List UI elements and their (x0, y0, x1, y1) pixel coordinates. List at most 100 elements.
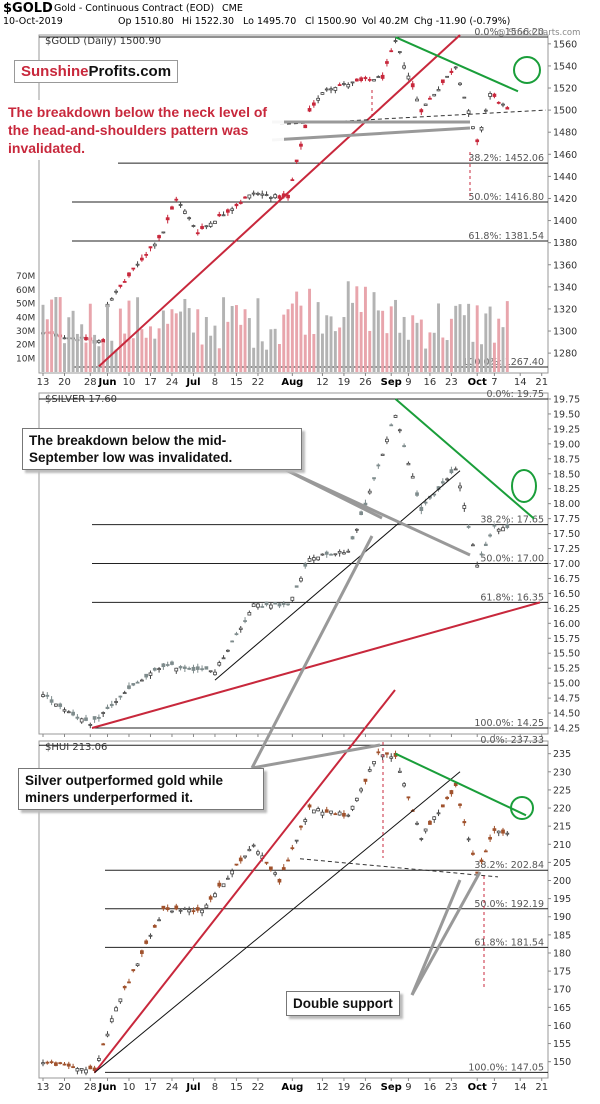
hui-candle (79, 1068, 84, 1071)
gold-candle (213, 220, 217, 224)
gold-volume-bar (282, 314, 286, 372)
gold-candle (428, 97, 432, 100)
gold-candle (187, 217, 192, 220)
gold-candle (157, 235, 161, 239)
silver-fib-label: 50.0%: 17.00 (480, 554, 544, 565)
hui-x-tick-label: 13 (37, 1082, 50, 1093)
hui-candle (109, 1018, 114, 1023)
hui-candle (415, 822, 419, 825)
hui-x-tick-label: 19 (338, 1082, 351, 1093)
hui-black-trend-line (94, 771, 461, 1073)
hui-candle (458, 803, 462, 806)
gold-volume-bar (196, 309, 200, 372)
silver-y-tick-label: 18.25 (553, 484, 580, 495)
silver-candle (389, 424, 394, 427)
silver-candle (170, 661, 174, 665)
gold-candle (363, 77, 368, 80)
hui-x-tick-label: 10 (123, 1082, 136, 1093)
gold-candle (277, 195, 282, 199)
hui-candle (264, 861, 269, 864)
hui-green-resistance-line (395, 752, 527, 817)
silver-candle (316, 556, 321, 561)
silver-candle (372, 477, 376, 480)
gold-volume-bar (342, 317, 346, 372)
hui-x-tick-label: 9 (405, 1082, 411, 1093)
hui-candle (277, 878, 282, 883)
hui-y-tick-label: 220 (553, 804, 571, 815)
silver-callout-pointer (285, 468, 471, 557)
hui-candle (449, 790, 454, 795)
gold-volume-bar (497, 318, 501, 372)
hui-candle (453, 782, 458, 787)
gold-candle (458, 82, 462, 86)
silver-candle (367, 490, 372, 494)
hui-green-circle (510, 796, 534, 820)
hui-y-tick-label: 175 (553, 967, 571, 978)
gold-volume-bar (54, 297, 58, 372)
silver-candle (415, 492, 419, 496)
silver-black-trend-line (214, 470, 461, 681)
gold-volume-bar (170, 309, 174, 372)
silver-candle (84, 717, 88, 721)
hui-candle (165, 907, 170, 911)
gold-candle (372, 79, 376, 82)
gold-fib-label: 50.0%: 1416.80 (468, 192, 544, 203)
silver-y-tick-label: 16.50 (553, 589, 580, 600)
gold-volume-bar (239, 324, 243, 372)
gold-volume-bar (376, 310, 380, 372)
header-exchange: CME (222, 3, 243, 14)
silver-y-tick-label: 15.00 (553, 679, 580, 690)
gold-x-tick-label: 13 (37, 377, 50, 388)
hui-candle (97, 1057, 101, 1061)
hui-candle (402, 783, 406, 787)
gold-volume-bar (187, 308, 191, 372)
hui-candle (66, 1063, 71, 1067)
gold-volume-bar (140, 329, 144, 372)
silver-candle (286, 603, 290, 606)
silver-fib-label: 0.0%: 19.75 (486, 389, 544, 400)
hui-candle (286, 859, 290, 862)
silver-candle (183, 666, 187, 669)
gold-volume-bar (50, 299, 54, 372)
silver-candle (350, 536, 355, 540)
gold-volume-bar (114, 349, 118, 372)
silver-candle (213, 671, 217, 676)
gold-x-tick-label: 22 (252, 377, 265, 388)
silver-candle (79, 718, 84, 723)
gold-candle (256, 192, 260, 195)
gold-volume-tick-label: 30M (16, 327, 35, 337)
hui-callout-pointer (251, 743, 381, 770)
gold-candle (479, 127, 484, 131)
hui-x-tick-label: Sep (381, 1082, 402, 1093)
hui-y-tick-label: 230 (553, 767, 571, 778)
gold-volume-bar (428, 332, 432, 372)
silver-candle (397, 429, 402, 432)
silver-candle (122, 692, 127, 695)
callout-silver-outperformed: Silver outperformed gold while miners un… (18, 768, 264, 810)
silver-candle (144, 673, 149, 678)
gold-y-tick-label: 1280 (553, 349, 577, 360)
silver-candle (135, 681, 140, 684)
callout-double-support: Double support (286, 991, 400, 1016)
silver-candle (376, 464, 381, 467)
header-date: 10-Oct-2019 (3, 16, 63, 27)
silver-candle (140, 679, 144, 682)
gold-volume-bar (295, 291, 299, 372)
gold-candle (367, 78, 372, 81)
hui-candle (423, 828, 428, 832)
hui-candle (389, 756, 394, 759)
gold-x-tick-label: Jun (98, 377, 117, 388)
gold-x-tick-label: 23 (445, 377, 458, 388)
gold-volume-bar (394, 299, 397, 372)
silver-candle (423, 501, 428, 504)
gold-volume-bar (127, 300, 131, 372)
hui-plot-frame (38, 740, 549, 1079)
gold-volume-tick-label: 50M (16, 300, 35, 310)
header-symbol: $GOLD (3, 1, 53, 16)
silver-candle (234, 633, 239, 636)
gold-candle (200, 226, 204, 229)
gold-volume-bar (252, 347, 256, 372)
silver-candle (268, 604, 273, 609)
hui-x-tick-label: 24 (166, 1082, 179, 1093)
